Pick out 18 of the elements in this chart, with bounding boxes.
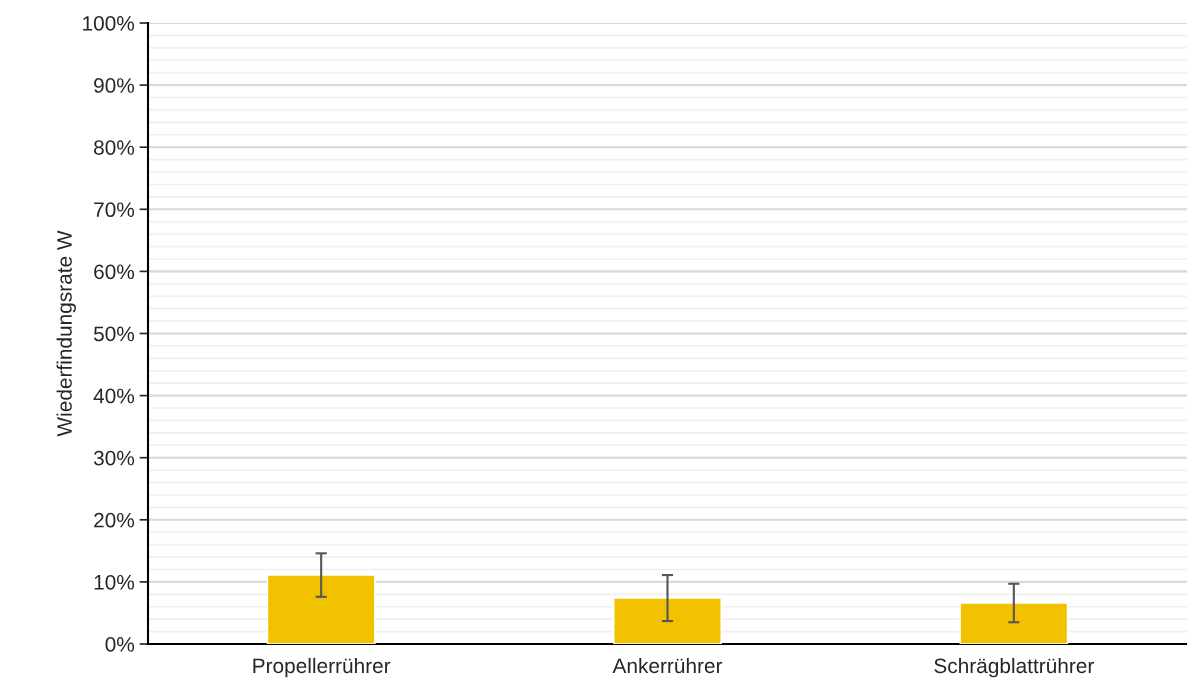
y-tick-label: 80% bbox=[94, 140, 135, 155]
y-tick-label: 30% bbox=[93, 450, 135, 466]
y-tick-label: 40% bbox=[93, 388, 135, 404]
y-tick-label: 60% bbox=[94, 264, 135, 280]
y-tick-label: 70% bbox=[94, 202, 135, 218]
x-tick-label: Ankerrührer bbox=[612, 657, 723, 674]
y-axis-title: Wiederfindungsrate W bbox=[56, 230, 76, 437]
y-tick-label: 90% bbox=[94, 78, 135, 93]
bar bbox=[959, 602, 1069, 644]
bar bbox=[613, 597, 722, 644]
y-tick-label: 0% bbox=[105, 637, 135, 652]
y-tick-label: 100% bbox=[83, 16, 135, 31]
y-tick-label: 50% bbox=[93, 326, 135, 342]
bar bbox=[266, 574, 376, 644]
y-tick-label: 20% bbox=[94, 512, 135, 528]
y-tick-label: 10% bbox=[94, 574, 135, 590]
x-tick-label: Schrägblattrührer bbox=[934, 657, 1094, 678]
x-tick-label: Propellerrührer bbox=[253, 657, 391, 678]
